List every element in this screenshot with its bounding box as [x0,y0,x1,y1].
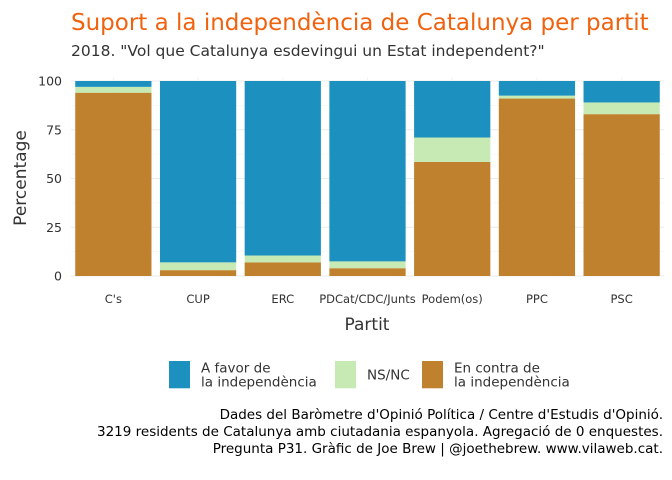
bar-segment [498,81,576,96]
chart-title: Suport a la independència de Catalunya p… [71,10,649,36]
bar-segment [75,92,152,276]
legend-key [422,361,443,389]
x-tick-label: ERC [271,292,294,306]
bar-segment [75,86,152,93]
y-tick-label: 25 [46,220,62,235]
caption-line: Pregunta P31. Gràfic de Joe Brew | @joet… [213,441,663,457]
bar-segment [414,81,491,138]
legend-label: NS/NC [367,368,410,384]
bar-segment [414,161,491,276]
caption-line: Dades del Baròmetre d'Opinió Política / … [220,407,663,423]
x-axis-title: Partit [345,315,390,335]
legend-label: En contra de la independència [454,361,570,391]
y-axis-ticks: 0 25 50 75 100 [38,74,62,284]
bar-segment [498,95,576,99]
y-tick-label: 0 [54,269,62,284]
bar-segment [75,81,152,87]
x-tick-label: C's [105,292,122,306]
x-tick-label: PSC [611,292,633,306]
y-axis-title: Percentage [11,130,31,226]
x-tick-label: PDCat/CDC/Junts [319,292,416,306]
legend-key [169,361,190,389]
y-tick-label: 50 [46,171,62,186]
bar-segment [159,262,237,271]
legend-label: A favor de la independència [201,361,317,391]
bars [75,81,660,277]
y-tick-label: 100 [38,74,62,89]
x-axis-ticks: C's CUP ERC PDCat/CDC/Junts Podem(os) PPC PSC [105,292,633,306]
bar-segment [329,81,406,262]
bar-segment [244,262,321,276]
legend-key [335,361,356,389]
caption: Dades del Baròmetre d'Opinió Política / … [97,407,663,457]
y-tick-label: 75 [46,122,62,137]
bar-segment [159,270,237,276]
bar-segment [244,81,321,256]
x-tick-label: CUP [186,292,209,306]
bar-segment [244,255,321,263]
bar-segment [583,114,660,277]
caption-line: 3219 residents de Catalunya amb ciutadan… [97,424,663,440]
bar-segment [583,81,660,103]
chart-subtitle: 2018. "Vol que Catalunya esdevingui un E… [71,42,545,60]
bar-segment [583,102,660,115]
bar-segment [159,81,237,263]
x-tick-label: PPC [526,292,548,306]
x-tick-label: Podem(os) [422,292,483,306]
bar-segment [414,137,491,162]
bar-segment [329,261,406,269]
bar-segment [329,268,406,276]
legend: A favor de la independència NS/NC En contra… [169,361,570,391]
bar-segment [498,98,576,276]
